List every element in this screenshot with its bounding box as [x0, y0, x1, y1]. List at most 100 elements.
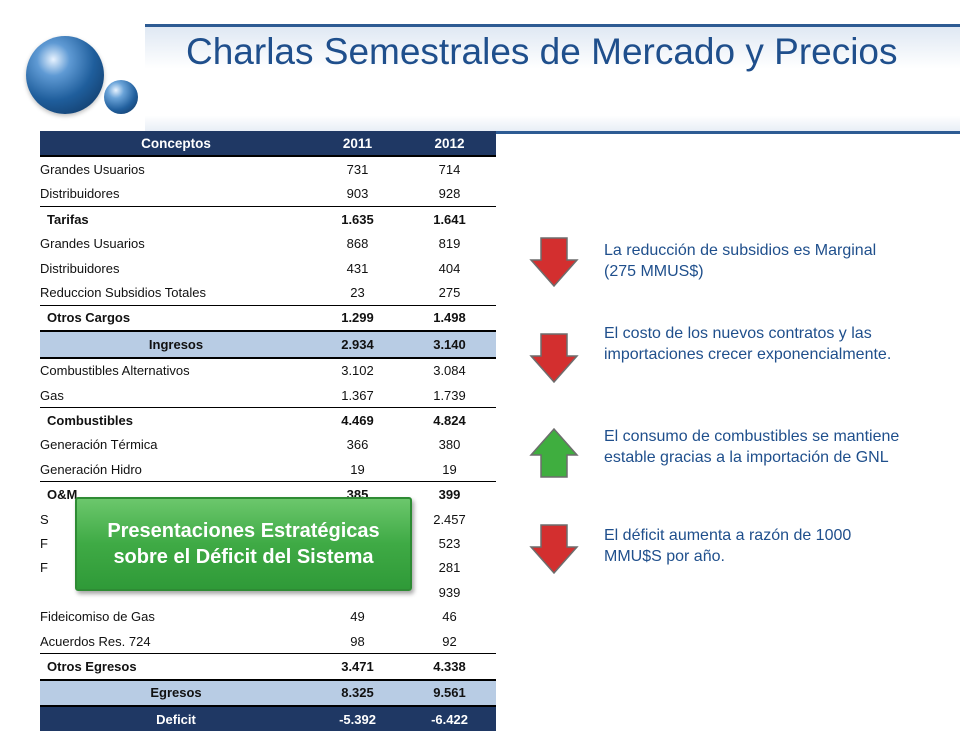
table-row: F 523 [40, 531, 496, 555]
row-value-2011: 1.299 [312, 304, 403, 332]
row-value-2012: 1.641 [403, 206, 496, 232]
table-row: Tarifas 1.635 1.641 [40, 206, 496, 232]
row-value-2011: 3.102 [341, 363, 374, 379]
row-value-2011: 23 [350, 285, 365, 301]
overlay-label: Presentaciones Estratégicas sobre el Déf… [107, 520, 380, 568]
table-row: Ingresos 2.934 3.140 [40, 330, 496, 359]
table-row: Grandes Usuarios 731 714 [40, 156, 496, 181]
row-value-2012: 523 [438, 535, 461, 551]
table-row: Acuerdos Res. 724 98 92 [40, 629, 496, 654]
row-value-2012: 281 [438, 560, 461, 576]
green-up-arrow-icon [529, 427, 579, 478]
row-value-2012: 9.561 [403, 678, 496, 707]
row-value-2012: 939 [438, 584, 461, 600]
small-globe-icon [104, 80, 138, 114]
table-header-row: Conceptos 2011 2012 [40, 131, 496, 158]
table-row: 939 [40, 580, 496, 604]
row-label: Combustibles [40, 407, 312, 433]
row-label: Grandes Usuarios [40, 236, 145, 252]
note-text: El costo de los nuevos contratos y las i… [604, 325, 892, 363]
header-conceptos: Conceptos [40, 131, 312, 158]
row-value-2011: 868 [346, 236, 369, 252]
row-value-2012: 928 [438, 186, 461, 202]
table-row: Fideicomiso de Gas 49 46 [40, 604, 496, 628]
row-value-2012: 3.140 [403, 330, 496, 359]
note-text: El déficit aumenta a razón de 1000 MMU$S… [604, 527, 852, 565]
slide-header: Charlas Semestrales de Mercado y Precios [0, 0, 960, 134]
table-row: Combustibles Alternativos 3.102 3.084 [40, 358, 496, 383]
row-value-2012: 4.338 [403, 653, 496, 680]
row-value-2012: 380 [438, 437, 461, 453]
row-label: Reduccion Subsidios Totales [40, 285, 206, 301]
row-label: Generación Hidro [40, 461, 142, 477]
row-value-2011: 1.367 [341, 387, 374, 403]
row-label: Ingresos [40, 330, 312, 359]
row-value-2011: 3.471 [312, 653, 403, 680]
row-label: Deficit [40, 705, 312, 731]
row-value-2012: 404 [438, 260, 461, 276]
row-label: Distribuidores [40, 260, 120, 276]
row-value-2012: -6.422 [403, 705, 496, 731]
row-value-2011: 903 [346, 186, 369, 202]
row-value-2012: 275 [438, 285, 461, 301]
row-value-2011: 4.469 [312, 407, 403, 433]
row-label: Egresos [40, 678, 312, 707]
row-value-2011: 49 [350, 609, 365, 625]
row-label: Otros Cargos [40, 304, 312, 332]
finance-table: Conceptos 2011 2012 Grandes Usuarios 731 7… [40, 131, 496, 731]
row-label: Acuerdos Res. 724 [40, 633, 151, 649]
row-label: Grandes Usuarios [40, 162, 145, 178]
row-value-2012: 92 [442, 633, 457, 649]
row-label: Gas [40, 387, 64, 403]
row-value-2011: 8.325 [312, 678, 403, 707]
row-label: Combustibles Alternativos [40, 363, 190, 379]
row-value-2011: -5.392 [312, 705, 403, 731]
table-row: O&M 385 399 [40, 481, 496, 507]
table-row: S 2.457 [40, 507, 496, 531]
table-row: Egresos 8.325 9.561 [40, 678, 496, 707]
row-value-2012: 4.824 [403, 407, 496, 433]
table-row: Otros Cargos 1.299 1.498 [40, 304, 496, 332]
table-row: Otros Egresos 3.471 4.338 [40, 653, 496, 680]
note-text: La reducción de subsidios es Marginal (2… [604, 242, 877, 280]
row-value-2011: 366 [346, 437, 369, 453]
row-value-2012: 1.498 [403, 304, 496, 332]
row-label: Otros Egresos [40, 653, 312, 680]
table-row: F 281 [40, 556, 496, 580]
note-text: El consumo de combustibles se mantiene e… [604, 428, 900, 466]
red-down-arrow-icon [529, 524, 579, 575]
row-label: F [40, 535, 48, 551]
header-2012: 2012 [403, 131, 496, 158]
row-value-2011: 1.635 [312, 206, 403, 232]
red-down-arrow-icon [529, 333, 579, 384]
row-value-2012: 819 [438, 236, 461, 252]
header-2011: 2011 [312, 131, 403, 158]
row-label: Distribuidores [40, 186, 120, 202]
slide-title: Charlas Semestrales de Mercado y Precios [186, 31, 898, 72]
row-value-2012: 399 [403, 481, 496, 507]
row-value-2011: 19 [350, 461, 365, 477]
row-label: S [40, 511, 49, 527]
table-row: Generación Térmica 366 380 [40, 433, 496, 457]
row-value-2012: 2.457 [433, 511, 466, 527]
table-row: Generación Hidro 19 19 [40, 457, 496, 482]
table-row: Grandes Usuarios 868 819 [40, 232, 496, 256]
row-value-2011: 2.934 [312, 330, 403, 359]
row-value-2012: 714 [438, 162, 461, 178]
row-label: F [40, 560, 48, 576]
table-row: Deficit -5.392 -6.422 [40, 705, 496, 731]
row-value-2011: 731 [346, 162, 369, 178]
row-value-2012: 1.739 [433, 387, 466, 403]
table-row: Gas 1.367 1.739 [40, 383, 496, 408]
header-band [145, 24, 960, 134]
strategic-presentations-button[interactable]: Presentaciones Estratégicas sobre el Déf… [75, 497, 412, 591]
table-row: Distribuidores 431 404 [40, 256, 496, 280]
row-value-2011: 98 [350, 633, 365, 649]
row-label: Generación Térmica [40, 437, 158, 453]
table-row: Reduccion Subsidios Totales 23 275 [40, 280, 496, 305]
row-label: Fideicomiso de Gas [40, 609, 155, 625]
row-value-2012: 3.084 [433, 363, 466, 379]
red-down-arrow-icon [529, 237, 579, 288]
row-value-2011: 431 [346, 260, 369, 276]
table-row: Combustibles 4.469 4.824 [40, 407, 496, 433]
